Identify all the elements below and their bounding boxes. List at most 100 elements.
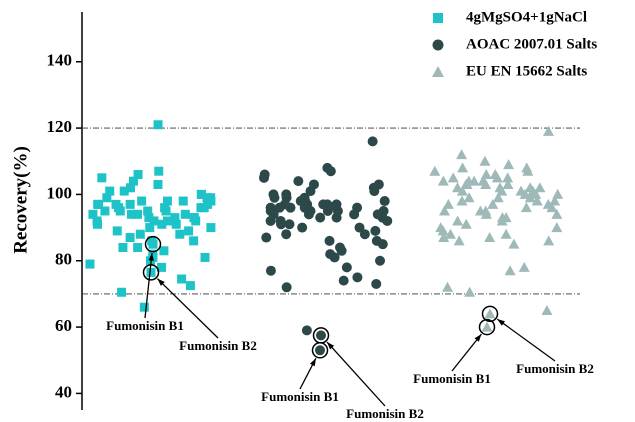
point (316, 330, 326, 341)
point (281, 282, 292, 293)
point (373, 179, 384, 190)
point (85, 259, 95, 269)
annotation: Fumonisin B2 (346, 406, 424, 421)
point (301, 325, 312, 336)
point (371, 235, 382, 246)
arrow-head (309, 358, 316, 367)
point (153, 120, 163, 130)
annotation-arrow (144, 253, 153, 319)
y-tick-label: 100 (47, 183, 73, 202)
point (508, 238, 520, 249)
point (196, 203, 206, 213)
point (206, 223, 216, 233)
point (500, 212, 512, 223)
point (100, 206, 110, 216)
point (143, 206, 153, 216)
point (128, 176, 138, 186)
point (338, 275, 349, 286)
point (530, 188, 542, 199)
point (159, 246, 169, 256)
point (524, 182, 536, 193)
point (315, 345, 325, 356)
point (480, 169, 492, 180)
point (442, 198, 454, 209)
point (112, 226, 122, 236)
point (370, 225, 381, 236)
point (145, 223, 155, 233)
point (175, 229, 185, 239)
point (464, 286, 476, 297)
point (541, 305, 553, 315)
point (500, 228, 512, 239)
point (352, 272, 363, 283)
point (484, 232, 496, 243)
point (259, 169, 270, 180)
point (379, 196, 390, 207)
point (265, 265, 276, 276)
point (189, 213, 199, 223)
arrow-head (157, 278, 165, 286)
point (88, 209, 98, 219)
highlight-ring (312, 327, 330, 344)
point (281, 229, 292, 240)
point (102, 193, 112, 203)
point (185, 281, 195, 291)
annotation: Fumonisin B2 (516, 361, 594, 376)
point (125, 183, 135, 193)
highlight-ring (481, 305, 499, 323)
annotation-arrow (156, 278, 219, 339)
annotation-arrow (326, 341, 386, 407)
point (133, 170, 143, 180)
legend-marker (433, 13, 443, 23)
point (299, 192, 310, 203)
point (502, 172, 514, 183)
point (520, 202, 532, 213)
point (184, 226, 194, 236)
point (196, 189, 206, 199)
point (144, 213, 154, 223)
point (489, 169, 501, 180)
point (281, 189, 292, 200)
point (322, 162, 333, 173)
point (453, 235, 465, 246)
point (341, 262, 352, 273)
annotation: Fumonisin B2 (179, 338, 257, 353)
point (105, 186, 115, 196)
point (135, 229, 145, 239)
arrow-head (474, 334, 482, 342)
highlight-ring (478, 318, 496, 336)
point (265, 202, 276, 213)
point (367, 136, 378, 147)
point (534, 182, 546, 193)
annotation-arrow (451, 333, 482, 372)
highlight-ring (144, 235, 162, 253)
point (170, 213, 180, 223)
point (460, 218, 472, 229)
point (371, 278, 382, 289)
point (115, 206, 125, 216)
point (461, 178, 473, 189)
point (504, 265, 516, 276)
point (162, 216, 172, 226)
point (444, 228, 456, 239)
point (451, 182, 463, 193)
point (492, 192, 504, 203)
y-axis-label: Recovery(%) (10, 146, 31, 254)
point (303, 209, 314, 220)
point (119, 186, 129, 196)
point (375, 255, 386, 266)
highlight-ring (142, 264, 160, 281)
point (503, 159, 515, 170)
point (335, 242, 346, 253)
point (524, 192, 536, 203)
annotation: Fumonisin B1 (261, 389, 339, 404)
point (97, 173, 107, 183)
point (265, 215, 276, 226)
point (178, 196, 188, 206)
point (149, 216, 159, 226)
point (126, 209, 136, 219)
point (542, 125, 554, 136)
point (551, 208, 563, 219)
point (139, 302, 149, 312)
point (531, 195, 543, 206)
